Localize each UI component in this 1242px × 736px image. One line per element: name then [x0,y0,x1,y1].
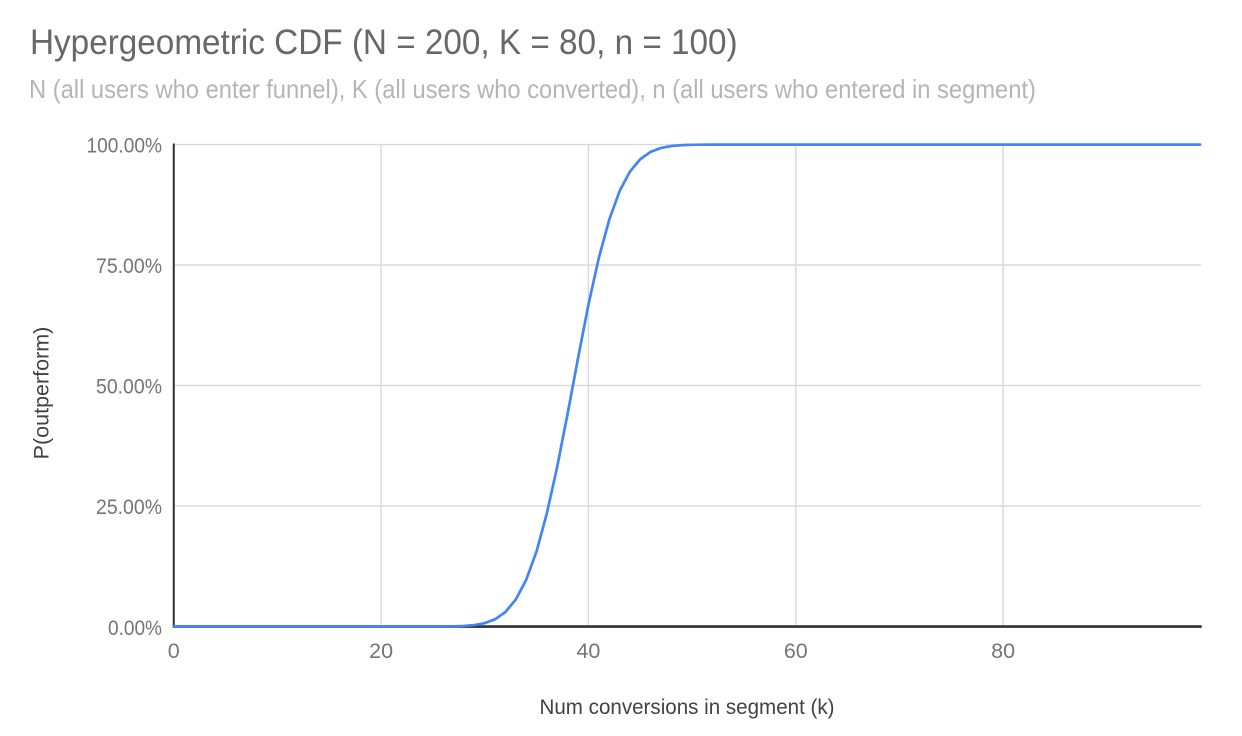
svg-text:60: 60 [784,639,808,663]
svg-text:Num conversions in segment (k): Num conversions in segment (k) [540,695,835,719]
svg-text:25.00%: 25.00% [96,495,162,519]
svg-text:80: 80 [991,639,1015,663]
svg-text:75.00%: 75.00% [96,254,162,278]
svg-text:0: 0 [168,639,180,663]
svg-text:20: 20 [369,639,393,663]
svg-text:100.00%: 100.00% [87,134,163,158]
svg-text:40: 40 [576,639,600,663]
svg-text:P(outperform): P(outperform) [30,327,54,460]
svg-text:50.00%: 50.00% [96,374,162,398]
svg-text:0.00%: 0.00% [108,616,162,640]
